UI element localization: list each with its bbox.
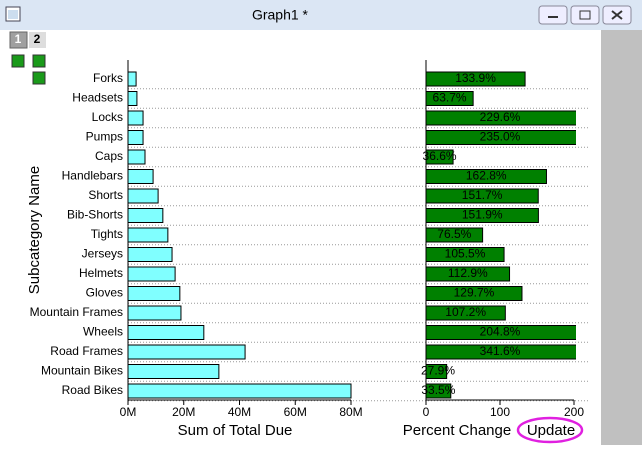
bar <box>127 344 246 360</box>
x-axis-title: Percent Change <box>403 422 511 439</box>
window-title: Graph1 * <box>252 7 309 23</box>
x-axis-title: Sum of Total Due <box>178 422 293 439</box>
value-label: 162.8% <box>466 169 507 183</box>
bar <box>127 364 220 379</box>
bar <box>127 169 154 184</box>
bar <box>127 130 144 145</box>
bar <box>127 247 173 262</box>
bar <box>127 188 159 204</box>
category-label: Jerseys <box>82 247 123 261</box>
lock-icon[interactable] <box>32 71 46 85</box>
bar <box>127 266 176 282</box>
bar <box>127 110 144 126</box>
value-label: 107.2% <box>445 305 486 319</box>
bar <box>127 305 182 321</box>
bar <box>426 383 452 399</box>
x-tick-label: 20M <box>172 405 195 419</box>
category-label: Mountain Bikes <box>41 364 123 378</box>
category-label: Helmets <box>79 266 123 280</box>
category-label: Shorts <box>88 188 123 202</box>
update-button[interactable]: Update <box>527 422 575 439</box>
maximize-button[interactable] <box>570 5 600 25</box>
value-label: 151.7% <box>462 188 503 202</box>
bar <box>426 188 539 204</box>
category-label: Pumps <box>86 130 123 144</box>
category-label: Headsets <box>72 91 123 105</box>
side-panel <box>601 30 642 445</box>
value-label: 235.0% <box>480 130 521 144</box>
lock-icon[interactable] <box>32 54 46 68</box>
value-label: 229.6% <box>480 110 521 124</box>
bar <box>127 149 146 165</box>
x-tick-label: 0M <box>120 405 137 419</box>
close-icon <box>611 10 623 20</box>
value-label: 105.5% <box>445 247 486 261</box>
category-label: Road Frames <box>50 344 123 358</box>
value-label: 112.9% <box>448 266 488 280</box>
bar <box>127 325 205 340</box>
value-label: 33.5% <box>421 383 455 397</box>
bar <box>127 227 169 243</box>
bar <box>127 71 137 87</box>
bar <box>426 364 448 379</box>
title-bar <box>0 0 642 30</box>
x-tick-label: 40M <box>228 405 251 419</box>
value-label: 129.7% <box>454 286 495 300</box>
y-axis-title: Subcategory Name <box>26 166 43 294</box>
bar <box>127 208 164 223</box>
category-label: Tights <box>91 227 123 241</box>
layer-tab[interactable] <box>9 31 28 49</box>
layer-tab[interactable] <box>29 32 46 48</box>
value-label: 36.6% <box>423 149 457 163</box>
bar <box>127 91 138 106</box>
x-tick-label: 60M <box>284 405 307 419</box>
value-label: 27.9% <box>421 364 455 378</box>
bar <box>426 169 547 184</box>
layer-tab-label: 1 <box>15 32 22 46</box>
x-tick-label: 100 <box>490 405 510 419</box>
value-label: 204.8% <box>480 325 521 339</box>
highlight <box>516 416 584 444</box>
category-label: Handlebars <box>62 169 123 183</box>
bar <box>426 344 576 360</box>
bar <box>426 286 523 301</box>
lock-icon[interactable] <box>11 54 25 68</box>
bar <box>426 247 505 262</box>
bar <box>426 71 526 87</box>
value-label: 76.5% <box>437 227 471 241</box>
bar <box>426 305 506 321</box>
bar <box>426 130 576 145</box>
value-label: 341.6% <box>480 344 521 358</box>
bar <box>426 110 576 126</box>
bar <box>426 149 454 165</box>
category-label: Wheels <box>83 325 123 339</box>
category-label: Mountain Frames <box>30 305 123 319</box>
bar <box>426 208 539 223</box>
category-label: Caps <box>95 149 123 163</box>
x-tick-label: 0 <box>423 405 430 419</box>
value-label: 151.9% <box>462 208 503 222</box>
value-label: 133.9% <box>455 71 496 85</box>
category-label: Bib-Shorts <box>67 208 123 222</box>
value-label: 63.7% <box>433 91 467 105</box>
category-label: Road Bikes <box>62 383 123 397</box>
category-label: Forks <box>93 71 123 85</box>
category-label: Locks <box>92 110 123 124</box>
x-tick-label: 80M <box>339 405 362 419</box>
bar <box>426 227 484 243</box>
bar <box>426 91 474 106</box>
bar <box>127 286 181 301</box>
bar <box>127 383 352 399</box>
category-label: Gloves <box>86 286 123 300</box>
window-icon-inner <box>8 10 18 19</box>
clip-group <box>426 71 576 399</box>
x-tick-label: 200 <box>564 405 584 419</box>
maximize-icon <box>579 10 591 20</box>
bar <box>426 266 511 282</box>
minimize-button[interactable] <box>538 5 568 25</box>
layer-tab-label: 2 <box>34 32 41 46</box>
bar <box>426 325 576 340</box>
